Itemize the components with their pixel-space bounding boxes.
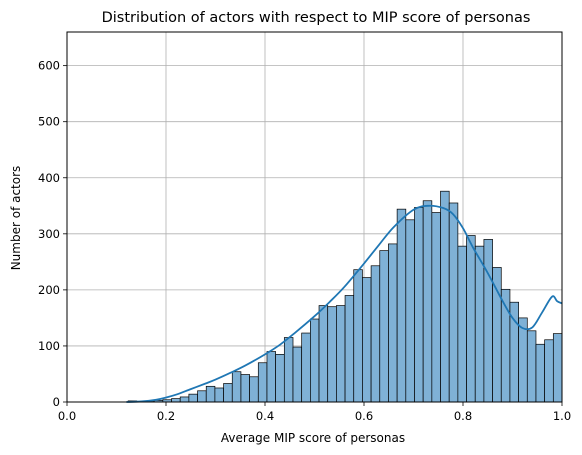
x-tick-label: 0.6: [355, 409, 373, 423]
histogram-bar: [232, 372, 241, 402]
histogram-bar: [371, 266, 380, 402]
y-tick-label: 100: [38, 339, 60, 353]
histogram-bar: [423, 201, 432, 402]
histogram-bar: [484, 239, 493, 402]
x-tick-label: 0.4: [256, 409, 274, 423]
y-axis-label: Number of actors: [9, 166, 23, 271]
histogram-bar: [362, 278, 371, 402]
histogram-bar: [302, 333, 311, 402]
histogram-bar: [293, 347, 302, 402]
histogram-bar: [267, 352, 276, 402]
histogram-bar: [198, 391, 207, 402]
histogram-bar: [310, 319, 319, 402]
y-tick-label: 200: [38, 283, 60, 297]
histogram-bar: [545, 340, 554, 402]
histogram-bar: [388, 244, 397, 402]
histogram-bar: [250, 377, 259, 402]
histogram-bar: [553, 334, 562, 402]
histogram-bar: [319, 306, 328, 402]
histogram-bar: [328, 307, 337, 402]
y-tick-label: 0: [53, 395, 60, 409]
histogram-bar: [467, 236, 476, 403]
histogram-bar: [241, 375, 250, 402]
histogram-bar: [172, 399, 181, 402]
histogram-bar: [189, 394, 198, 402]
histogram-bar: [536, 344, 545, 402]
chart-title: Distribution of actors with respect to M…: [102, 10, 531, 26]
histogram-bar: [258, 363, 267, 402]
histogram-bar: [406, 220, 415, 402]
y-tick-label: 400: [38, 171, 60, 185]
histogram-bar: [493, 267, 502, 402]
histogram-bar: [449, 203, 458, 402]
y-tick-label: 500: [38, 115, 60, 129]
y-tick-label: 600: [38, 59, 60, 73]
histogram-bar: [336, 306, 345, 402]
histogram-bar: [414, 207, 423, 402]
histogram-bar: [397, 209, 406, 402]
histogram-bar: [519, 318, 528, 402]
x-tick-label: 0.2: [157, 409, 175, 423]
histogram-bar: [224, 384, 233, 403]
histogram-bar: [432, 213, 441, 402]
histogram-bar: [284, 338, 293, 402]
histogram-bar: [345, 295, 354, 402]
histogram-bar: [441, 191, 450, 402]
histogram-bar: [458, 246, 467, 402]
histogram-bar: [276, 354, 285, 402]
histogram-bar: [180, 397, 189, 402]
x-axis-label: Average MIP score of personas: [221, 431, 405, 445]
histogram-bar: [215, 388, 224, 402]
x-tick-label: 1.0: [553, 409, 571, 423]
histogram-bars: [128, 191, 562, 402]
histogram-bar: [475, 246, 484, 402]
x-tick-label: 0.0: [58, 409, 76, 423]
x-tick-label: 0.8: [454, 409, 472, 423]
histogram-bar: [527, 331, 536, 402]
histogram-bar: [354, 270, 363, 402]
y-tick-label: 300: [38, 227, 60, 241]
histogram-bar: [380, 251, 389, 402]
histogram-bar: [206, 386, 215, 402]
